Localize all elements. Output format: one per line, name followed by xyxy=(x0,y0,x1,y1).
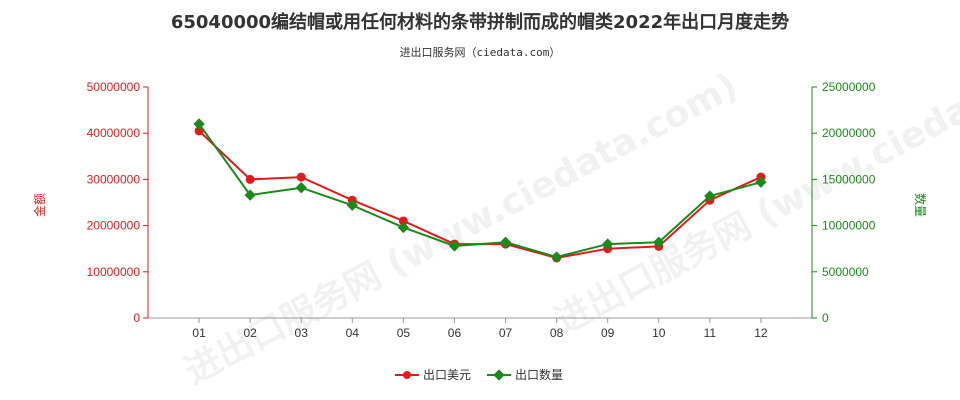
right-tick-label: 15000000 xyxy=(822,172,876,186)
x-tick-label: 06 xyxy=(448,326,462,340)
series-2-point xyxy=(550,251,563,263)
series-2-point xyxy=(653,236,665,248)
series-2-point xyxy=(448,240,461,252)
series-1-point xyxy=(296,172,306,182)
x-tick-label: 08 xyxy=(550,326,564,340)
x-tick-label: 03 xyxy=(295,326,309,340)
y-right-axis-label: 数量 xyxy=(913,193,928,217)
series-2-point xyxy=(295,182,307,194)
series-1-point xyxy=(245,174,255,184)
x-tick-label: 10 xyxy=(652,326,666,340)
series-2-point xyxy=(602,238,614,250)
right-tick-label: 10000000 xyxy=(822,219,876,233)
y-left-axis-label: 金额 xyxy=(32,193,47,217)
legend-label-2: 出口数量 xyxy=(515,367,563,382)
series-2-point xyxy=(755,176,767,188)
left-tick-label: 50000000 xyxy=(87,80,141,94)
x-tick-label: 01 xyxy=(192,326,206,340)
right-tick-label: 5000000 xyxy=(822,265,869,279)
left-tick-label: 30000000 xyxy=(87,172,141,186)
series-1-point xyxy=(398,216,408,226)
series-2-point xyxy=(244,189,256,201)
left-tick-label: 0 xyxy=(133,311,140,325)
chart-subtitle: 进出口服务网（ciedata.com） xyxy=(399,46,561,59)
series-2-point xyxy=(397,221,410,234)
x-tick-label: 07 xyxy=(499,326,513,340)
right-tick-label: 20000000 xyxy=(822,126,876,140)
left-tick-label: 10000000 xyxy=(87,265,141,279)
chart-title: 65040000编结帽或用任何材料的条带拼制而成的帽类2022年出口月度走势 xyxy=(170,12,790,33)
series-2-point xyxy=(704,190,716,202)
series-line-2 xyxy=(198,123,762,259)
right-tick-label: 25000000 xyxy=(822,80,876,94)
series-2-point xyxy=(499,236,512,248)
series-2-point xyxy=(346,199,358,211)
x-tick-label: 09 xyxy=(601,326,615,340)
series-line-1 xyxy=(198,130,762,259)
x-tick-label: 05 xyxy=(397,326,411,340)
legend-marker-1 xyxy=(403,371,411,379)
left-tick-label: 40000000 xyxy=(87,126,141,140)
legend-label-1: 出口美元 xyxy=(423,368,471,382)
x-tick-label: 04 xyxy=(346,326,360,340)
legend-marker-2 xyxy=(493,369,505,381)
x-tick-label: 02 xyxy=(243,326,257,340)
left-tick-label: 20000000 xyxy=(87,219,141,233)
x-tick-label: 11 xyxy=(704,326,717,340)
x-tick-label: 12 xyxy=(754,326,768,340)
right-tick-label: 0 xyxy=(822,311,829,325)
